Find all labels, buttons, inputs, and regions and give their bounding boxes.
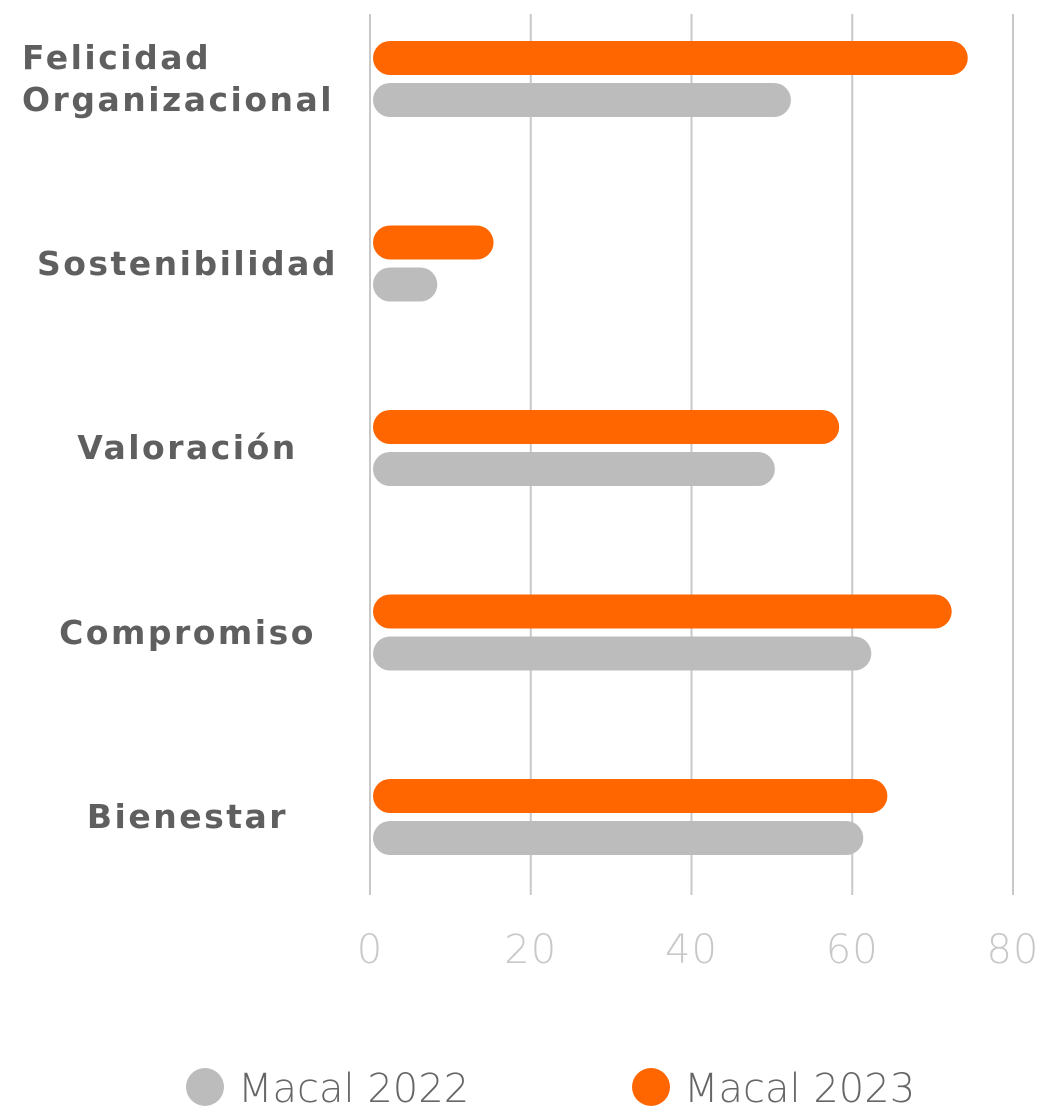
x-tick-label: 40	[665, 927, 718, 973]
bar	[373, 821, 864, 855]
legend-marker	[632, 1068, 670, 1106]
bar	[373, 636, 872, 671]
bar	[373, 225, 494, 260]
category-label: Bienestar	[86, 797, 289, 836]
bar	[373, 594, 952, 629]
legend-marker	[186, 1068, 224, 1106]
bar	[373, 410, 840, 444]
category-label: Felicidad Organizacional	[22, 38, 335, 119]
x-tick-label: 0	[357, 927, 383, 973]
bar	[373, 267, 438, 302]
category-label: Sostenibilidad	[36, 243, 339, 283]
x-tick-label: 20	[504, 927, 557, 973]
bar	[373, 452, 775, 486]
legend-label: Macal 2023	[684, 1066, 915, 1109]
x-tick-label: 80	[987, 927, 1039, 973]
bar	[373, 83, 791, 117]
bar	[373, 779, 888, 813]
category-label: Compromiso	[59, 612, 316, 652]
bar	[373, 41, 968, 75]
category-label: Valoración	[77, 428, 298, 467]
legend-label: Macal 2022	[238, 1066, 469, 1109]
x-tick-label: 60	[826, 927, 879, 973]
